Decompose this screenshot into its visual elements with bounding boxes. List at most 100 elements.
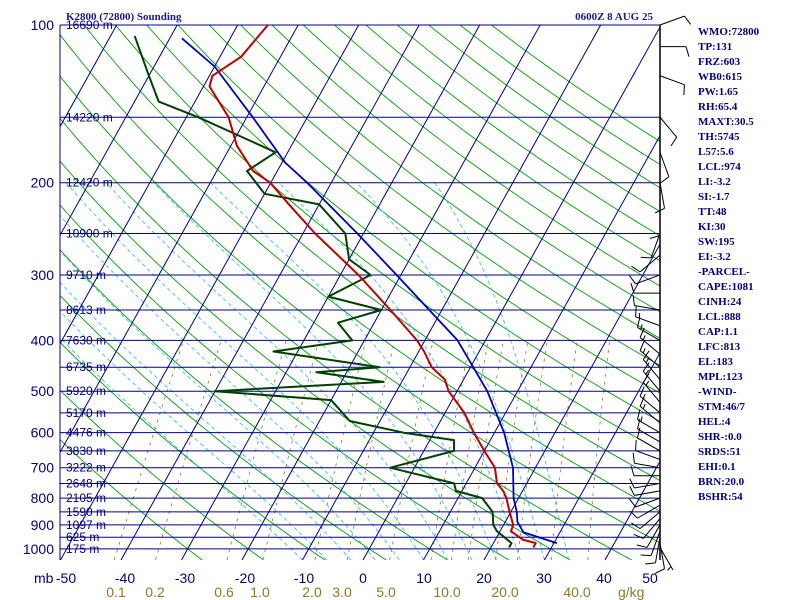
wind-barb-shaft	[650, 233, 661, 259]
height-label: 7630 m	[66, 333, 106, 347]
wind-barb	[642, 373, 661, 403]
wind-barb-half-flag	[645, 358, 650, 363]
pressure-tick-label: 1000	[23, 541, 54, 557]
wind-barb-shaft	[637, 326, 661, 341]
mixing-ratio-line	[495, 340, 529, 560]
wind-barb-shaft	[639, 337, 661, 355]
height-label: 1097 m	[66, 518, 106, 532]
wind-barb	[629, 504, 661, 519]
wind-barb-shaft	[637, 419, 661, 434]
isotherm-line	[241, 25, 541, 560]
height-label: 5170 m	[66, 406, 106, 420]
height-label: 5920 m	[66, 384, 106, 398]
wind-barb-shaft	[637, 437, 661, 452]
wind-barb-shaft	[635, 316, 661, 327]
wind-barb	[630, 283, 660, 294]
wind-barb-shaft	[637, 504, 661, 519]
wind-barb-shaft	[637, 428, 661, 443]
dry-adiabat-line	[334, 25, 660, 262]
moist-adiabat-line	[60, 250, 376, 560]
dry-adiabat-line	[240, 25, 660, 339]
wind-barb	[639, 340, 661, 368]
wind-barb-half-flag	[645, 380, 650, 386]
pressure-axis-label: mb	[34, 570, 54, 586]
wind-barb-shaft	[635, 274, 661, 285]
moist-adiabat-line	[60, 337, 303, 560]
dewpoint-trace	[133, 35, 513, 548]
isotherm-line	[181, 25, 481, 560]
index-entry: KI:30	[698, 221, 726, 233]
wind-barb-flag	[636, 317, 641, 328]
index-entry: BRN:20.0	[698, 476, 745, 488]
wind-barb-flag	[632, 295, 635, 306]
wind-barb-shaft	[659, 543, 666, 569]
wind-barb-flag	[631, 265, 641, 273]
wind-barb-shaft	[639, 405, 661, 424]
height-label: 6735 m	[66, 360, 106, 374]
wind-barb	[635, 306, 661, 327]
index-entry: CINH:24	[698, 296, 742, 308]
isotherm-line	[423, 134, 660, 560]
wind-barb-shaft	[659, 152, 670, 177]
wind-barb	[636, 409, 661, 434]
index-entry: LFC:813	[698, 341, 741, 353]
wind-barb-shaft	[639, 511, 661, 530]
height-label: 1590 m	[66, 505, 106, 519]
pressure-tick-label: 600	[31, 425, 55, 441]
wind-barb-shaft	[642, 359, 661, 380]
wind-barb	[659, 152, 670, 184]
pressure-tick-label: 200	[31, 175, 55, 191]
wind-barb-flag	[635, 440, 637, 451]
parcel-trace	[181, 37, 558, 544]
dry-adiabat-line	[60, 249, 448, 560]
dry-adiabat-line	[60, 33, 660, 512]
wind-barb	[640, 530, 661, 557]
dry-adiabat-line	[302, 25, 660, 287]
wind-barb-flag	[640, 554, 652, 557]
moist-adiabat-line	[60, 310, 328, 560]
mixing-ratio-line	[346, 340, 396, 560]
sounding-time: 0600Z 8 AUG 25	[575, 11, 653, 23]
sounding-title: K2800 (72800) Sounding	[66, 11, 182, 23]
pressure-tick-label: 700	[31, 460, 55, 476]
mixing-ratio-line	[467, 340, 504, 560]
wind-barb-flag	[631, 522, 641, 530]
wind-barb	[632, 452, 661, 469]
index-entry: PW:1.65	[698, 86, 739, 98]
moist-adiabat-line	[65, 182, 424, 560]
pressure-tick-label: 100	[31, 17, 55, 33]
isotherm-line	[483, 243, 660, 560]
wind-barb-half-flag	[645, 369, 650, 375]
index-entry: -WIND-	[698, 386, 737, 398]
wind-barb-flag	[630, 465, 635, 476]
wind-barb-flag	[684, 15, 692, 25]
dry-adiabat-line	[208, 25, 660, 366]
mixing-ratio-label: 1.0	[250, 584, 270, 600]
dry-adiabat-line	[177, 25, 660, 394]
wind-barb	[640, 233, 661, 259]
isotherm-line	[302, 25, 602, 560]
index-entry: EL:183	[698, 356, 733, 368]
index-entry: EI:-3.2	[698, 251, 731, 263]
isotherm-line	[60, 25, 118, 128]
index-entry: LCL:888	[698, 311, 741, 323]
wind-barb-half-flag	[642, 335, 646, 341]
wind-barb-flag	[649, 235, 661, 239]
wind-barb-half-flag	[640, 416, 643, 422]
mixing-ratio-label: 0.2	[145, 584, 165, 600]
wind-barb-flag	[642, 373, 650, 383]
wind-barb	[659, 116, 678, 147]
index-entry: SRDS:51	[698, 446, 741, 458]
isotherm-line	[0, 25, 56, 560]
temperature-trace	[208, 25, 537, 548]
isotherm-line	[604, 460, 660, 560]
wind-barb	[629, 478, 661, 489]
height-label: 3830 m	[66, 444, 106, 458]
temperature-tick-label: 10	[416, 570, 432, 586]
index-entry: SI:-1.7	[698, 191, 730, 203]
wind-barb-flag	[629, 478, 635, 489]
height-label: 625 m	[66, 530, 99, 544]
wind-barb	[639, 386, 661, 414]
wind-barb-flag	[628, 498, 636, 508]
isotherm-line	[544, 351, 660, 560]
